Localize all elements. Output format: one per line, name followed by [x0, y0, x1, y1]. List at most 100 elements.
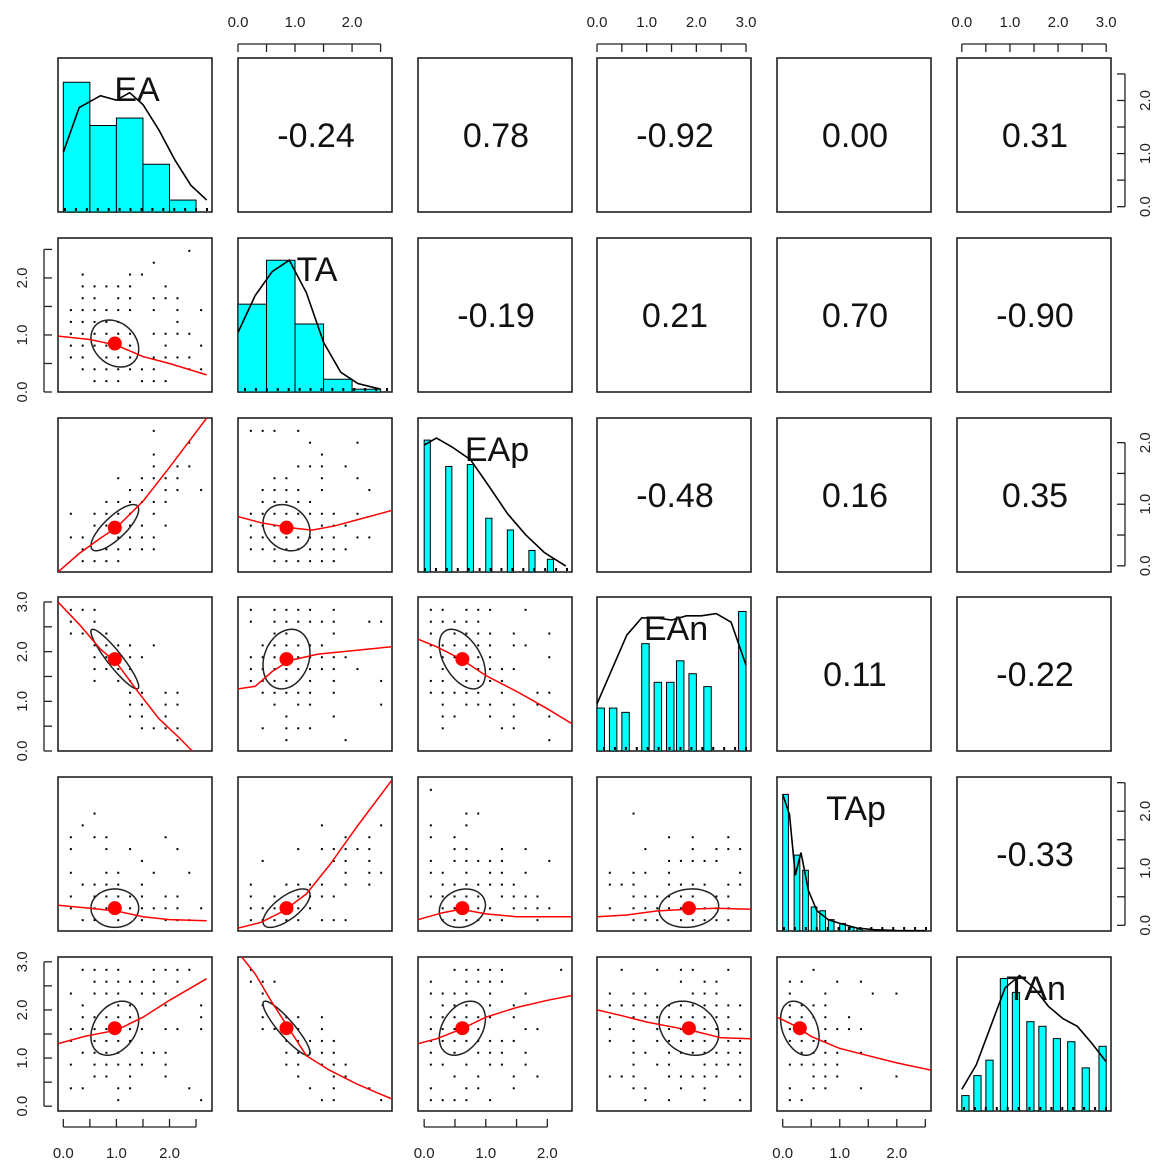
- hist-bar: [1026, 1021, 1035, 1112]
- data-point: [703, 1004, 706, 1007]
- data-point: [668, 1051, 671, 1054]
- tick-label: 1.0: [1137, 494, 1154, 515]
- panel-frame: [956, 596, 1112, 752]
- rug-mark: [1006, 1107, 1009, 1110]
- correlation-value: 0.00: [822, 117, 888, 155]
- data-point: [548, 739, 551, 742]
- loess-fit-line: [597, 907, 751, 918]
- variable-label-TA: TA: [297, 251, 338, 289]
- data-point: [679, 883, 682, 886]
- data-point: [441, 715, 444, 718]
- top-axis-EAn: 0.0 1.0 2.0 3.0: [587, 14, 756, 52]
- data-point: [273, 620, 276, 623]
- data-point: [441, 883, 444, 886]
- data-point: [200, 368, 203, 371]
- rug-mark: [287, 388, 290, 391]
- correlation-value: 0.70: [822, 297, 888, 335]
- data-point: [129, 715, 132, 718]
- data-point: [129, 1004, 132, 1007]
- data-point: [273, 919, 276, 922]
- data-point: [164, 500, 167, 503]
- data-point: [285, 548, 288, 551]
- data-point: [117, 1099, 120, 1102]
- data-point: [297, 1016, 300, 1019]
- data-point: [332, 1039, 335, 1042]
- data-point: [465, 1099, 468, 1102]
- data-point: [261, 907, 264, 910]
- data-point: [453, 715, 456, 718]
- data-point: [129, 309, 132, 312]
- panel-EAp-EAn: -0.48: [596, 417, 752, 573]
- data-point: [356, 848, 359, 851]
- data-point: [453, 1004, 456, 1007]
- data-point: [249, 919, 252, 922]
- data-point: [69, 344, 72, 347]
- rug-mark: [107, 208, 110, 211]
- data-point: [93, 560, 96, 563]
- tick-label: 2.0: [14, 267, 31, 288]
- data-point: [105, 836, 108, 839]
- rug-mark: [489, 568, 492, 571]
- hist-bar: [169, 199, 197, 213]
- data-point: [453, 1075, 456, 1078]
- data-point: [188, 1087, 191, 1090]
- panel-TAn-EAn: [596, 956, 752, 1112]
- data-point: [273, 895, 276, 898]
- data-point: [344, 836, 347, 839]
- data-point: [129, 691, 132, 694]
- tick-label: 1.0: [475, 1145, 496, 1162]
- tick-label: 0.0: [1137, 915, 1154, 936]
- rug-mark: [184, 208, 187, 211]
- data-point: [140, 895, 143, 898]
- data-point: [188, 871, 191, 874]
- panel-frame: [776, 57, 932, 213]
- data-point: [69, 1039, 72, 1042]
- variable-label-TAn: TAn: [1006, 970, 1066, 1008]
- data-point: [285, 644, 288, 647]
- data-point: [465, 679, 468, 682]
- data-point: [117, 1016, 120, 1019]
- data-point: [285, 632, 288, 635]
- rug-mark: [1105, 1107, 1107, 1110]
- hist-bar: [985, 1059, 994, 1112]
- correlation-ellipse: [658, 1000, 720, 1057]
- tick-label: 1.0: [106, 1145, 127, 1162]
- data-point: [309, 883, 312, 886]
- panel-content: [238, 429, 392, 563]
- data-point: [332, 668, 335, 671]
- data-point: [441, 1063, 444, 1066]
- data-point: [320, 1039, 323, 1042]
- panel-content: [418, 788, 572, 929]
- data-point: [465, 1087, 468, 1090]
- tick-label: 2.0: [1137, 801, 1154, 822]
- data-point: [632, 907, 635, 910]
- data-point: [500, 848, 503, 851]
- data-point: [273, 512, 276, 515]
- data-point: [129, 1063, 132, 1066]
- data-point: [548, 656, 551, 659]
- correlation-ellipse: [262, 628, 311, 690]
- data-point: [320, 848, 323, 851]
- data-point: [297, 895, 300, 898]
- data-point: [356, 668, 359, 671]
- data-point: [429, 824, 432, 827]
- panel-frame: [417, 776, 573, 932]
- panel-frame: [417, 596, 573, 752]
- mean-point: [279, 901, 294, 916]
- data-point: [536, 919, 539, 922]
- data-point: [332, 656, 335, 659]
- data-point: [249, 536, 252, 539]
- data-point: [129, 907, 132, 910]
- data-point: [320, 883, 323, 886]
- data-point: [140, 703, 143, 706]
- data-point: [152, 727, 155, 730]
- data-point: [117, 919, 120, 922]
- data-point: [249, 620, 252, 623]
- rug-mark: [342, 388, 345, 391]
- data-point: [273, 608, 276, 611]
- data-point: [140, 859, 143, 862]
- data-point: [320, 1051, 323, 1054]
- tick-label: 1.0: [285, 14, 306, 31]
- tick-label: 0.0: [772, 1145, 793, 1162]
- data-point: [465, 824, 468, 827]
